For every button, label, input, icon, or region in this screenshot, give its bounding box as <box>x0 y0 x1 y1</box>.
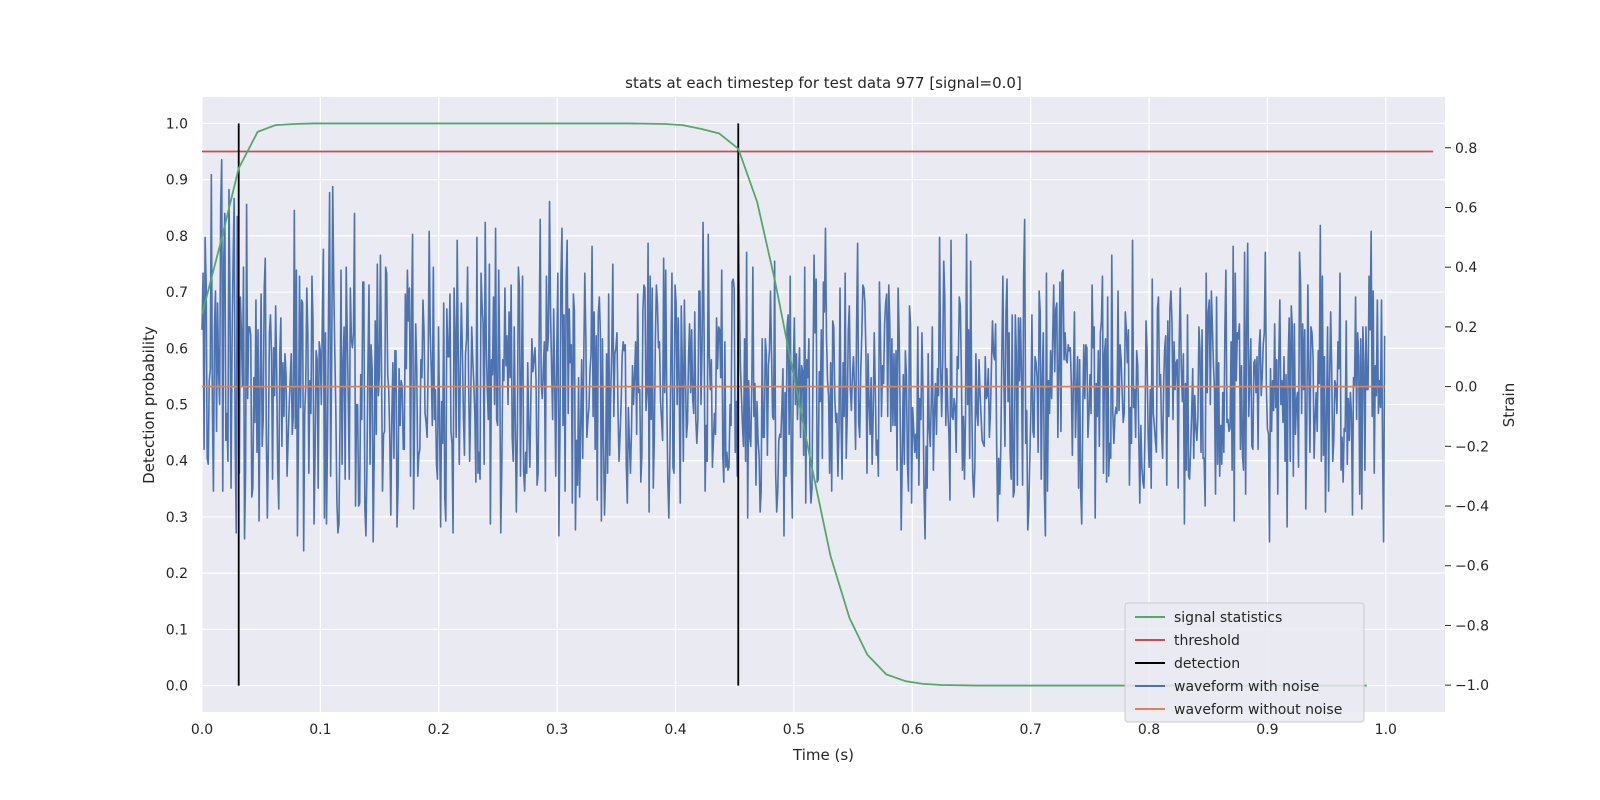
y-axis-right-label: Strain <box>1500 383 1518 427</box>
x-tick-label: 0.7 <box>1020 722 1042 738</box>
y-left-tick-label: 0.2 <box>166 566 188 582</box>
legend-box <box>1124 602 1365 723</box>
y-right-tick-label: 0.6 <box>1455 200 1477 216</box>
x-tick-label: 0.8 <box>1138 722 1160 738</box>
y-left-tick-label: 0.9 <box>166 173 188 189</box>
chart-title: stats at each timestep for test data 977… <box>625 74 1022 92</box>
y-left-tick-label: 0.3 <box>166 510 188 526</box>
y-right-tick-label: −1.0 <box>1455 678 1489 694</box>
y-right-tick-label: 0.8 <box>1455 141 1477 157</box>
legend-label-waveform-with-noise: waveform with noise <box>1174 679 1319 695</box>
x-tick-label: 0.0 <box>191 722 213 738</box>
y-left-tick-label: 1.0 <box>166 116 188 132</box>
x-tick-label: 0.3 <box>546 722 568 738</box>
y-left-tick-label: 0.4 <box>166 454 188 470</box>
y-axis-left: 0.0 0.1 0.2 0.3 0.4 0.5 0.6 0.7 0.8 0.9 1.0 <box>166 116 188 694</box>
series-waveform-with-noise <box>201 158 1386 552</box>
y-left-tick-label: 0.6 <box>166 341 188 357</box>
y-axis-right: −1.0 −0.8 −0.6 −0.4 −0.2 0.0 0.2 0.4 0.6 0.8 <box>1445 141 1489 694</box>
y-left-tick-label: 0.5 <box>166 398 188 414</box>
y-right-tick-label: −0.6 <box>1455 559 1489 575</box>
y-left-tick-label: 0.0 <box>166 679 188 695</box>
series-signal-statistics <box>201 122 1367 687</box>
x-axis-label: Time (s) <box>792 746 854 764</box>
y-right-tick-label: 0.2 <box>1455 320 1477 336</box>
x-tick-label: 1.0 <box>1375 722 1397 738</box>
legend: signal statistics threshold detection wa… <box>1124 602 1365 723</box>
x-tick-label: 0.6 <box>901 722 923 738</box>
y-right-tick-label: −0.2 <box>1455 439 1489 455</box>
x-tick-label: 0.1 <box>309 722 331 738</box>
legend-label-waveform-without-noise: waveform without noise <box>1174 702 1342 718</box>
x-tick-label: 0.5 <box>783 722 805 738</box>
x-tick-label: 0.9 <box>1256 722 1278 738</box>
legend-label-signal-statistics: signal statistics <box>1174 610 1282 626</box>
x-tick-label: 0.2 <box>428 722 450 738</box>
y-right-tick-label: −0.4 <box>1455 499 1489 515</box>
y-left-tick-label: 0.1 <box>166 622 188 638</box>
legend-label-threshold: threshold <box>1174 633 1240 649</box>
y-left-tick-label: 0.7 <box>166 285 188 301</box>
y-right-tick-label: 0.4 <box>1455 260 1477 276</box>
series-layer <box>201 122 1434 687</box>
x-tick-label: 0.4 <box>664 722 686 738</box>
legend-label-detection: detection <box>1174 656 1240 672</box>
y-left-tick-label: 0.8 <box>166 229 188 245</box>
y-right-tick-label: −0.8 <box>1455 618 1489 634</box>
y-right-tick-label: 0.0 <box>1455 380 1477 396</box>
x-axis: 0.0 0.1 0.2 0.3 0.4 0.5 0.6 0.7 0.8 0.9 1.0 <box>191 722 1397 738</box>
y-axis-left-label: Detection probability <box>140 326 158 484</box>
